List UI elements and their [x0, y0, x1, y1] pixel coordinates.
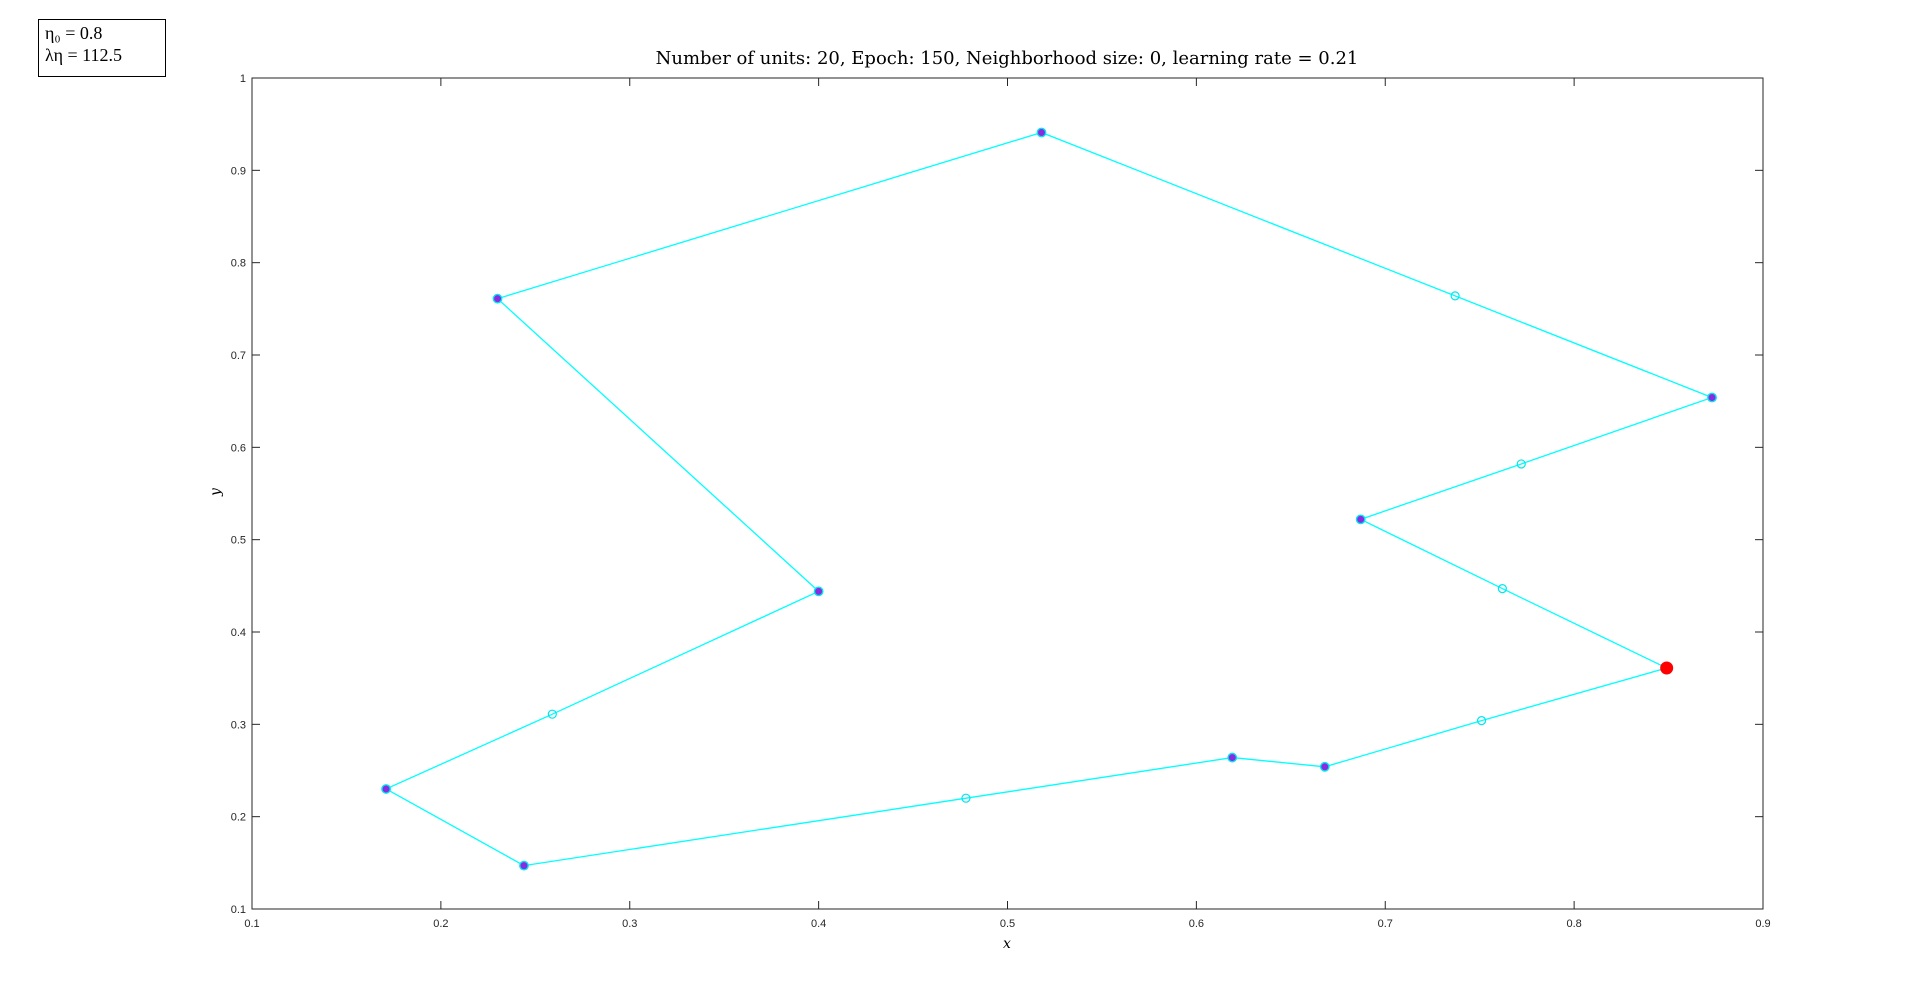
series-layer	[381, 127, 1717, 871]
y-tick-label: 0.3	[231, 719, 246, 731]
city-marker	[1227, 752, 1238, 763]
y-tick-label: 0.4	[231, 627, 246, 639]
y-tick-label: 0.1	[231, 904, 246, 916]
y-tick-label: 1	[240, 73, 246, 85]
y-tick-label: 0.7	[231, 350, 246, 362]
y-tick-label: 0.2	[231, 812, 246, 824]
x-tick-label: 0.2	[433, 918, 448, 930]
unit-marker	[961, 793, 971, 803]
city-marker	[1707, 392, 1717, 403]
plot-area-box	[251, 77, 1764, 910]
x-tick-label: 0.1	[244, 918, 259, 930]
unit-marker	[547, 709, 557, 719]
city-marker	[519, 860, 529, 871]
unit-marker	[1497, 584, 1507, 594]
x-tick-label: 0.5	[1000, 918, 1015, 930]
city-marker	[1355, 514, 1366, 525]
eta0-label: η₀ = 0.8	[45, 23, 103, 43]
unit-marker	[1476, 716, 1487, 726]
city-marker	[1319, 761, 1330, 772]
unit-marker	[1450, 291, 1460, 301]
x-tick-label: 0.8	[1566, 918, 1581, 930]
city-marker	[813, 586, 824, 597]
city-marker	[492, 293, 503, 304]
x-tick-label: 0.4	[811, 918, 826, 930]
axis-ticks: 0.1 0.2 0.3 0.4 0.5 0.6 0.7 0.8 0.9 0.1 0.2 0.3 0.4 0…	[231, 73, 1771, 930]
y-tick-label: 0.6	[231, 442, 246, 454]
unit-marker	[1516, 459, 1526, 469]
city-marker	[381, 784, 392, 794]
city-marker	[1036, 127, 1047, 138]
y-tick-label: 0.9	[231, 165, 246, 177]
x-axis-label: x	[1003, 936, 1011, 952]
y-axis-label: y	[208, 487, 224, 497]
x-tick-label: 0.7	[1378, 918, 1393, 930]
network-path-line	[384, 131, 1714, 867]
x-tick-label: 0.9	[1755, 918, 1770, 930]
y-tick-label: 0.5	[231, 535, 246, 547]
x-tick-label: 0.6	[1189, 918, 1204, 930]
axes-frame	[251, 77, 1764, 910]
current-unit-marker	[1660, 661, 1674, 675]
lambda-eta-label: λη = 112.5	[45, 45, 122, 65]
parameter-legend-box: η₀ = 0.8 λη = 112.5	[38, 19, 166, 77]
x-tick-label: 0.3	[622, 918, 637, 930]
y-tick-label: 0.8	[231, 258, 246, 270]
chart-title: Number of units: 20, Epoch: 150, Neighbo…	[656, 48, 1359, 69]
